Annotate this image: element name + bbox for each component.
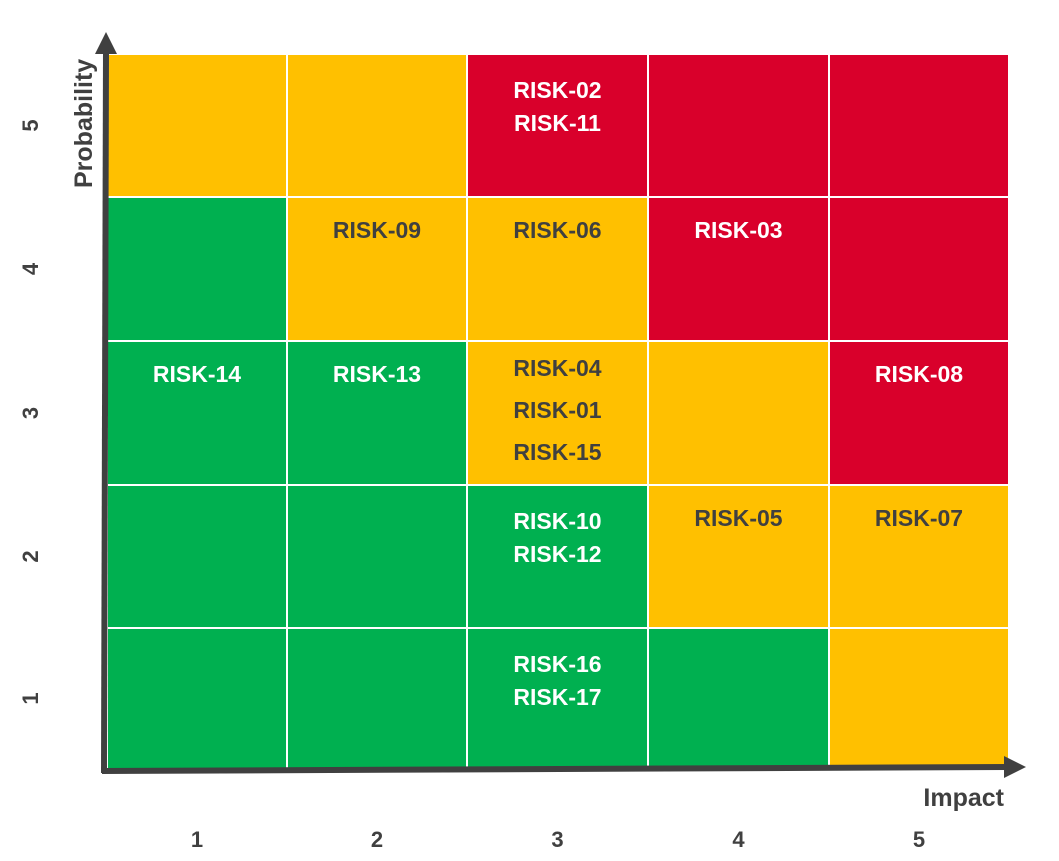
risk-label: RISK-04 [513, 355, 601, 381]
risk-label: RISK-16 [513, 651, 601, 677]
matrix-cell-p3-i3 [466, 340, 649, 486]
risk-label: RISK-17 [513, 684, 601, 710]
risk-label: RISK-11 [514, 110, 601, 136]
matrix-cell-p3-i5 [828, 340, 1010, 486]
y-tick-label: 4 [18, 262, 43, 275]
axes [95, 32, 1026, 778]
risk-label: RISK-01 [513, 397, 601, 423]
matrix-cells [106, 53, 1010, 770]
x-tick-label: 4 [732, 827, 745, 852]
matrix-cell-p1-i3 [466, 627, 649, 770]
x-axis-arrowhead [1004, 756, 1026, 778]
risk-label: RISK-02 [513, 77, 601, 103]
y-tick-label: 5 [18, 119, 43, 131]
x-tick-label: 3 [551, 827, 563, 852]
matrix-cell-p1-i4 [647, 627, 830, 770]
x-tick-label: 2 [371, 827, 383, 852]
matrix-cell-p1-i1 [106, 627, 288, 770]
y-tick-label: 3 [18, 407, 43, 419]
risk-label: RISK-06 [513, 217, 601, 243]
matrix-cell-p3-i2 [286, 340, 468, 486]
risk-label: RISK-07 [875, 505, 963, 531]
risk-label: RISK-14 [153, 361, 241, 387]
risk-label: RISK-13 [333, 361, 421, 387]
risk-label: RISK-08 [875, 361, 963, 387]
matrix-cell-p4-i1 [106, 196, 288, 342]
matrix-cell-p5-i4 [647, 53, 830, 198]
risk-label: RISK-03 [694, 217, 782, 243]
axis-ticks: 1 2 3 4 5 1 2 3 4 5 [18, 119, 925, 852]
risk-labels: RISK-02 RISK-11 RISK-09 RISK-06 RISK-03 RISK-… [153, 77, 963, 710]
y-axis-title: Probability [70, 59, 98, 188]
x-tick-label: 5 [913, 827, 925, 852]
risk-label: RISK-15 [513, 439, 601, 465]
matrix-cell-p1-i5 [828, 627, 1010, 770]
matrix-cell-p5-i1 [106, 53, 288, 198]
matrix-cell-p2-i3 [466, 484, 649, 629]
matrix-cell-p2-i2 [286, 484, 468, 629]
y-tick-label: 2 [18, 550, 43, 562]
risk-label: RISK-12 [513, 541, 601, 567]
matrix-cell-p4-i5 [828, 196, 1010, 342]
risk-label: RISK-10 [513, 508, 601, 534]
matrix-cell-p3-i4 [647, 340, 830, 486]
matrix-cell-p2-i4 [647, 484, 830, 629]
x-axis-title: Impact [923, 784, 1004, 812]
risk-label: RISK-05 [694, 505, 782, 531]
risk-label: RISK-09 [333, 217, 421, 243]
matrix-cell-p2-i1 [106, 484, 288, 629]
matrix-cell-p4-i3 [466, 196, 649, 342]
x-tick-label: 1 [191, 827, 203, 852]
matrix-cell-p5-i3 [466, 53, 649, 198]
x-axis-line [101, 764, 1009, 774]
y-axis-arrowhead [95, 32, 117, 54]
matrix-cell-p5-i5 [828, 53, 1010, 198]
matrix-cell-p1-i2 [286, 627, 468, 770]
matrix-cell-p2-i5 [828, 484, 1010, 629]
y-axis-line [101, 49, 109, 774]
matrix-cell-p5-i2 [286, 53, 468, 198]
y-tick-label: 1 [18, 692, 43, 704]
